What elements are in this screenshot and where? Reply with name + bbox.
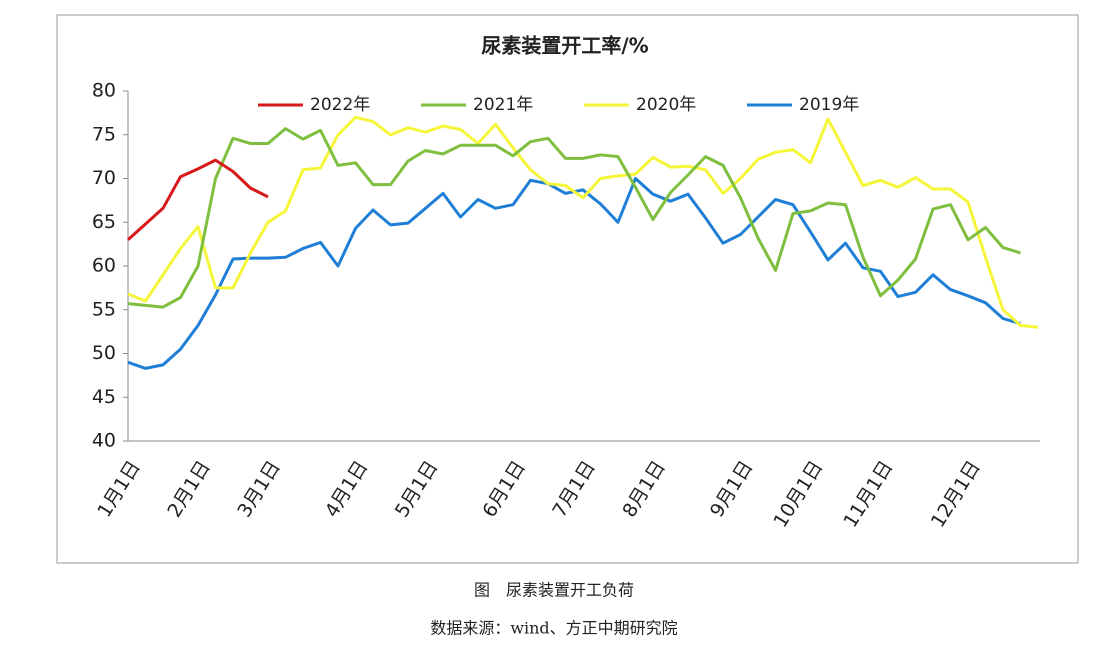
caption: 图 尿素装置开工负荷	[474, 581, 634, 600]
legend-label: 2019年	[799, 95, 859, 115]
x-tick-label: 12月1日	[927, 457, 985, 532]
legend-label: 2020年	[636, 95, 696, 115]
x-tick-label: 10月1日	[769, 457, 827, 532]
x-tick-label: 3月1日	[233, 457, 285, 521]
x-tick-label: 8月1日	[618, 457, 670, 521]
x-tick-label: 5月1日	[391, 457, 443, 521]
x-tick-label: 1月1日	[93, 457, 145, 521]
y-tick-label: 80	[92, 80, 116, 102]
chart-frame	[56, 14, 1079, 564]
x-tick-label: 11月1日	[839, 457, 897, 532]
series-line	[127, 127, 1021, 309]
y-tick-label: 50	[92, 342, 116, 364]
x-tick-label: 4月1日	[321, 457, 373, 521]
y-tick-label: 45	[92, 386, 116, 408]
series-line	[127, 177, 1021, 370]
legend-label: 2022年	[310, 95, 370, 115]
y-tick-label: 60	[92, 255, 116, 277]
series-line	[126, 158, 269, 241]
source: 数据来源：wind、方正中期研究院	[430, 619, 677, 638]
x-tick-label: 6月1日	[478, 457, 530, 521]
y-tick-label: 75	[92, 123, 116, 145]
x-tick-label: 7月1日	[548, 457, 600, 521]
chart-title: 尿素装置开工率/%	[481, 34, 648, 58]
y-tick-label: 40	[92, 430, 116, 452]
x-tick-label: 9月1日	[706, 457, 758, 521]
series-line	[127, 115, 1039, 329]
y-tick-label: 70	[92, 167, 116, 189]
legend-label: 2021年	[473, 95, 533, 115]
y-tick-label: 65	[92, 211, 116, 233]
y-tick-label: 55	[92, 298, 116, 320]
x-tick-label: 2月1日	[163, 457, 215, 521]
